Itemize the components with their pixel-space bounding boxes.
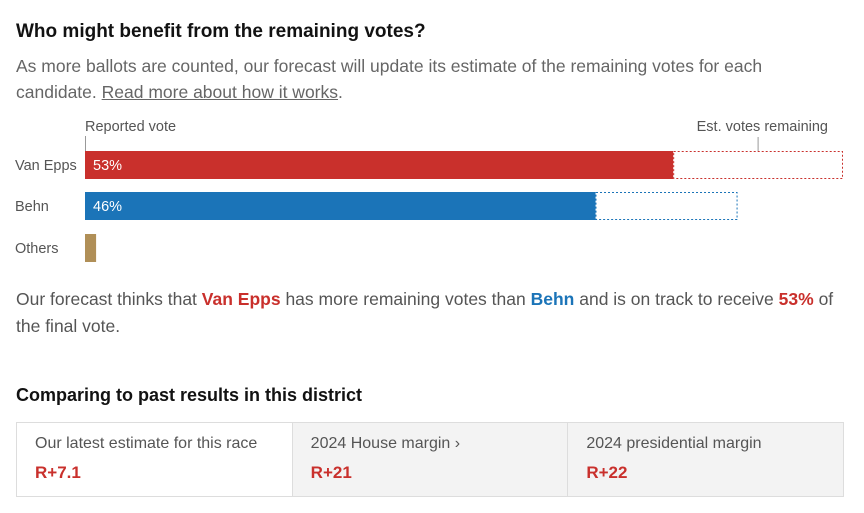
comparison-card[interactable]: 2024 House margin › R+21 (291, 423, 568, 496)
comparison-card: Our latest estimate for this race R+7.1 (17, 423, 292, 496)
subtitle-text: As more ballots are counted, our forecas… (16, 56, 763, 102)
subtitle-end: . (338, 82, 343, 102)
title: Who might benefit from the remaining vot… (16, 21, 426, 42)
reported-bar (85, 151, 674, 179)
comparison-card: 2024 presidential margin R+22 (567, 423, 844, 496)
forecast-middle: has more remaining votes than (285, 289, 526, 309)
forecast-outro: and is on track to receive (579, 289, 774, 309)
forecast-intro: Our forecast thinks that (16, 289, 197, 309)
forecast-text: Our forecast thinks that Van Epps has mo… (16, 286, 846, 340)
bar-value-label: 46% (93, 199, 122, 215)
legend-label: Est. votes remaining (697, 119, 828, 135)
card-label: 2024 House margin › (310, 435, 461, 452)
comparison-cards: Our latest estimate for this race R+7.1 20… (16, 422, 844, 497)
chart: Van Epps 53% Behn 46% Others Reported vote Est… (15, 119, 843, 262)
card-label: Our latest estimate for this race (35, 435, 258, 452)
subtitle: As more ballots are counted, our forecas… (16, 53, 846, 105)
remaining-bar (595, 192, 738, 220)
reported-bar (85, 234, 97, 262)
card-value: R+21 (310, 463, 352, 482)
card-value: R+22 (586, 463, 628, 482)
forecast-share: 53% (778, 289, 814, 309)
card-value: R+7.1 (35, 463, 81, 482)
read-more-link[interactable]: Read more about how it works (101, 82, 339, 102)
category-label: Others (15, 241, 59, 257)
card-label: 2024 presidential margin (586, 435, 762, 452)
forecast-end: of the final vote. (16, 289, 834, 336)
comparison-title: Comparing to past results in this distri… (16, 385, 363, 405)
reported-bar (85, 192, 596, 220)
legend-label: Reported vote (85, 119, 176, 135)
category-label: Van Epps (15, 158, 77, 174)
forecast-leader: Van Epps (201, 289, 281, 309)
forecast-trailer: Behn (530, 289, 575, 309)
bar-value-label: 53% (93, 158, 122, 174)
category-label: Behn (15, 199, 49, 215)
remaining-bar (673, 151, 843, 179)
